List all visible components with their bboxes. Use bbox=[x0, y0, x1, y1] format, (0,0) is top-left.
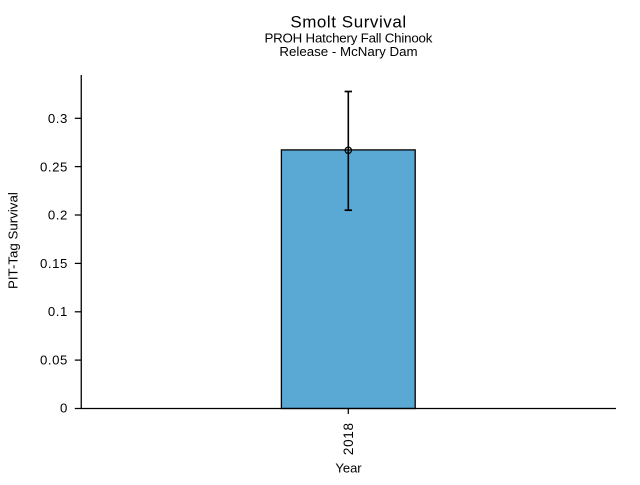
svg-text:PROH Hatchery Fall Chinook: PROH Hatchery Fall Chinook bbox=[264, 30, 432, 45]
svg-text:2018: 2018 bbox=[341, 422, 356, 455]
svg-text:Release - McNary Dam: Release - McNary Dam bbox=[279, 44, 417, 59]
svg-text:PIT-Tag Survival: PIT-Tag Survival bbox=[6, 192, 21, 289]
svg-text:0.1: 0.1 bbox=[48, 304, 68, 319]
svg-text:Smolt Survival: Smolt Survival bbox=[290, 13, 406, 32]
svg-text:0: 0 bbox=[60, 401, 68, 416]
svg-text:0.15: 0.15 bbox=[40, 256, 68, 271]
svg-text:0.05: 0.05 bbox=[40, 352, 68, 367]
svg-text:0.25: 0.25 bbox=[40, 159, 68, 174]
svg-text:Year: Year bbox=[335, 461, 362, 476]
svg-text:0.3: 0.3 bbox=[48, 111, 68, 126]
svg-text:0.2: 0.2 bbox=[48, 208, 68, 223]
